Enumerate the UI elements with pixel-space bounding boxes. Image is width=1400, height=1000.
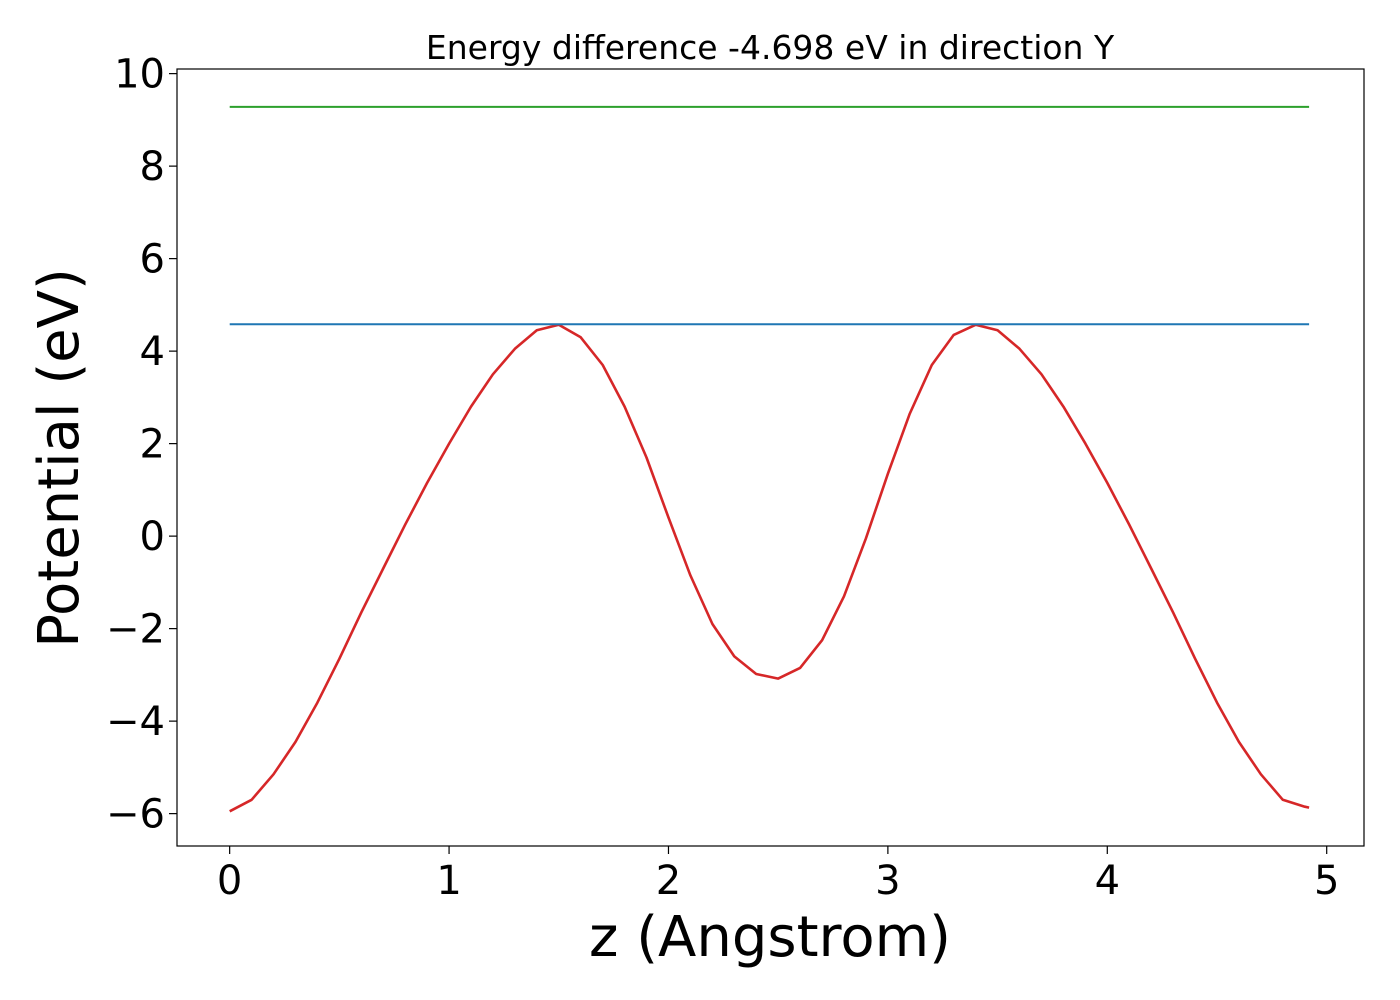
y-axis-ticks: −6 −4 −2 0 2 4 6 8 10	[106, 52, 177, 838]
x-tick-label: 1	[436, 858, 461, 904]
plot-frame	[176, 68, 1365, 847]
x-tick-label: 4	[1095, 858, 1120, 904]
y-tick-label: 4	[140, 329, 165, 375]
chart-title: Energy difference -4.698 eV in direction…	[426, 28, 1115, 67]
x-tick-label: 0	[217, 858, 242, 904]
y-tick-label: 0	[140, 514, 165, 560]
y-tick-label: −2	[106, 607, 165, 653]
y-tick-label: −6	[106, 792, 165, 838]
x-tick-label: 3	[875, 858, 900, 904]
x-tick-label: 5	[1314, 858, 1339, 904]
y-tick-label: 2	[140, 422, 165, 468]
y-tick-label: −4	[106, 699, 165, 745]
y-tick-label: 10	[114, 52, 165, 98]
y-axis-label: Potential (eV)	[27, 268, 92, 648]
series-line-0	[229, 323, 1310, 813]
y-tick-label: 6	[140, 237, 165, 283]
x-axis-ticks: 0 1 2 3 4 5	[217, 846, 1339, 904]
y-tick-label: 8	[140, 144, 165, 190]
x-tick-label: 2	[656, 858, 681, 904]
series-layer	[229, 105, 1310, 813]
x-axis-label: z (Angstrom)	[589, 905, 951, 970]
